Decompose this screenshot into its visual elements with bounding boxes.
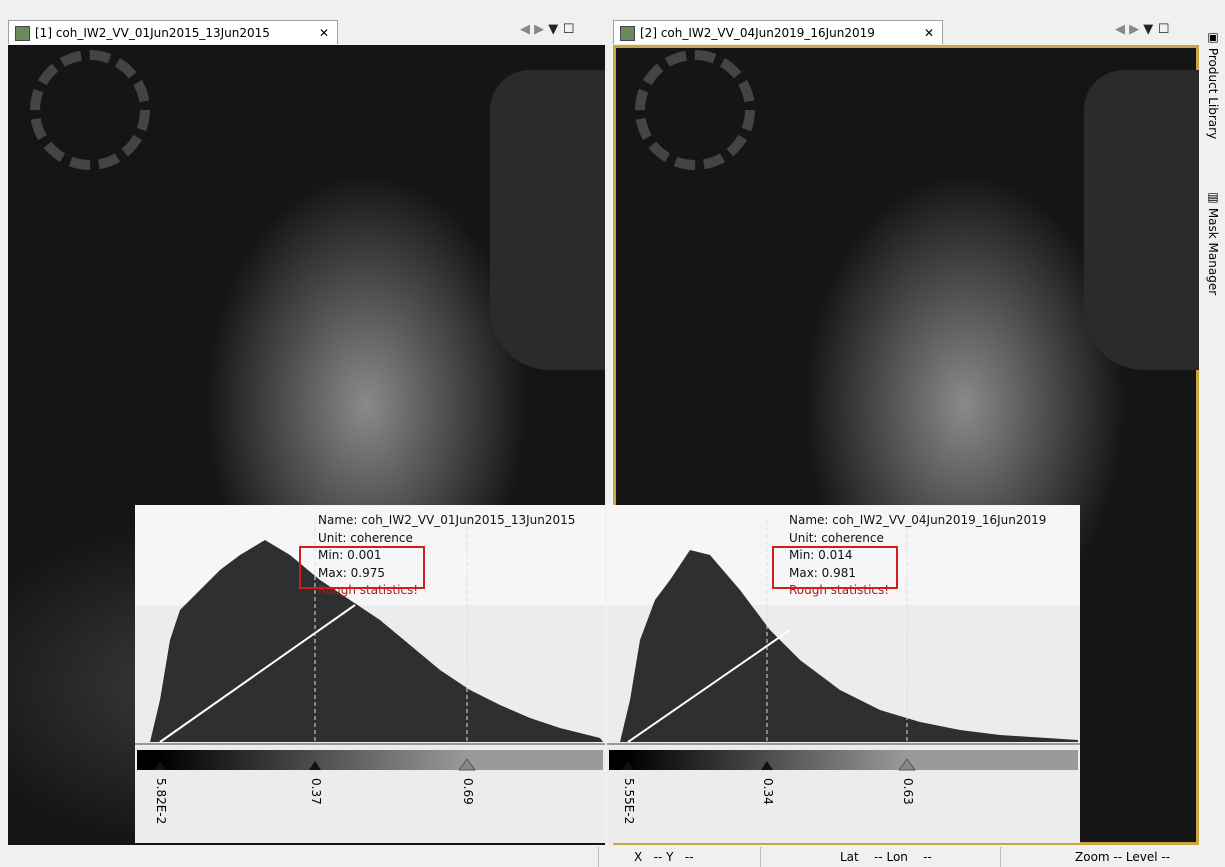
separator <box>598 847 599 867</box>
info-name: Name: coh_IW2_VV_01Jun2015_13Jun2015 <box>318 512 575 530</box>
separator <box>760 847 761 867</box>
slider-label: 5.82E-2 <box>154 778 168 824</box>
slider-label: 0.34 <box>761 778 775 805</box>
status-latlon: Lat -- Lon -- <box>840 847 932 867</box>
side-tool[interactable]: ▤ Mask Manager <box>1206 190 1220 295</box>
histogram-overlays <box>0 0 1225 867</box>
info-unit: Unit: coherence <box>789 530 1046 548</box>
info-name: Name: coh_IW2_VV_04Jun2019_16Jun2019 <box>789 512 1046 530</box>
status-xy: X -- Y -- <box>634 847 694 867</box>
slider-label: 0.63 <box>901 778 915 805</box>
side-tool[interactable]: ▣ Product Library <box>1206 30 1220 139</box>
highlight-box <box>299 546 425 589</box>
separator <box>1000 847 1001 867</box>
slider-label: 5.55E-2 <box>622 778 636 824</box>
slider-label: 0.37 <box>309 778 323 805</box>
info-unit: Unit: coherence <box>318 530 575 548</box>
app-window: [1] coh_IW2_VV_01Jun2015_13Jun2015✕ ◀ ▶ … <box>0 0 1225 867</box>
status-zoom: Zoom -- Level -- <box>1075 847 1170 867</box>
side-tool-label: Mask Manager <box>1206 208 1220 295</box>
highlight-box <box>772 546 898 589</box>
side-tool-label: Product Library <box>1206 48 1220 139</box>
slider-label: 0.69 <box>461 778 475 805</box>
